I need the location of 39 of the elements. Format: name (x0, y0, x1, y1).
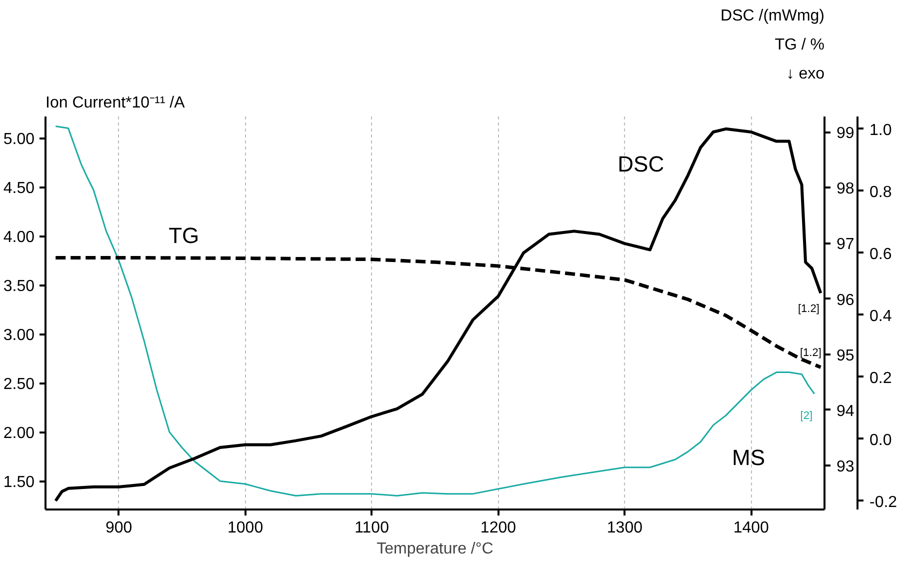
x-tick-label: 1000 (228, 520, 264, 536)
y2-tick-label: 99 (836, 125, 854, 142)
y2-tick-label: 94 (836, 403, 854, 420)
series-label: MS (732, 445, 766, 470)
x-tick-label: 1100 (354, 520, 390, 536)
x-axis-title: Temperature /°C (376, 540, 494, 558)
y2-tick-label: 98 (836, 180, 854, 198)
x-tick-label: 900 (106, 520, 132, 536)
y3-tick-label: 0.6 (870, 246, 892, 263)
y2-tick-label: 95 (836, 347, 854, 364)
y-axis-title: Ion Current*10⁻¹¹ /A (46, 94, 186, 112)
y3-tick-label: 0.4 (870, 308, 892, 325)
y-tick-label: 3.00 (3, 327, 35, 344)
y-tick-label: 2.50 (3, 376, 35, 394)
y2-tick-label: 93 (836, 458, 854, 476)
y3-tick-label: 0.0 (870, 432, 892, 449)
annotation: [2] (800, 410, 813, 422)
y-tick-label: 4.50 (3, 180, 35, 198)
series-label: DSC (618, 151, 664, 176)
y2-tick-label: 96 (836, 292, 854, 309)
y3-tick-label: 1.0 (870, 122, 892, 139)
y2-tick-label: 97 (836, 236, 854, 254)
y-tick-label: 1.50 (3, 474, 35, 492)
y-tick-label: 4.00 (3, 229, 35, 246)
y3-tick-label: 0.2 (870, 370, 892, 387)
series-label: TG (168, 223, 200, 248)
x-tick-label: 1400 (733, 520, 770, 536)
annotation: [1.2] (798, 303, 820, 316)
y-tick-label: 2.00 (3, 425, 35, 442)
y-tick-label: 3.50 (3, 278, 35, 296)
y3-axis-title: DSC /(mWmg) (720, 8, 824, 24)
y2-axis-title: TG / % (774, 36, 824, 54)
x-tick-label: 1200 (480, 520, 516, 536)
x-tick-label: 1300 (606, 520, 643, 536)
y3-tick-label: -0.2 (870, 494, 898, 511)
y3-tick-label: 0.8 (870, 184, 892, 201)
text: ↓ exo (786, 66, 825, 82)
annotation: [1.2] (800, 347, 822, 360)
y-tick-label: 5.00 (3, 131, 35, 148)
